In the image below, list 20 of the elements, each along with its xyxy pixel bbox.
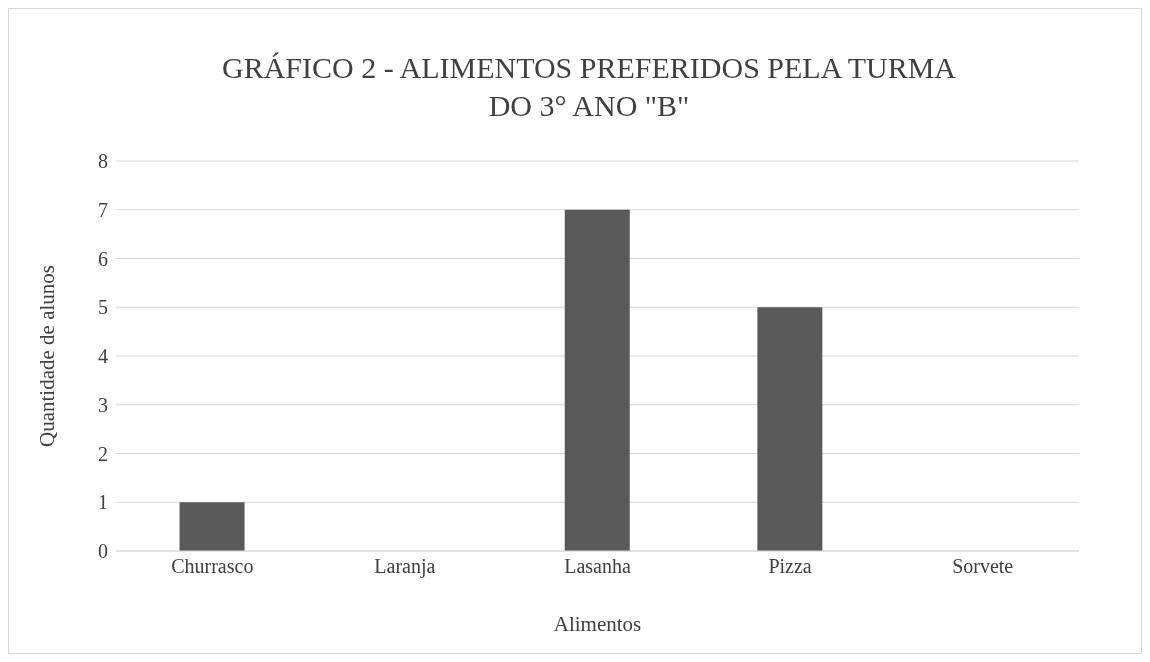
y-tick-label: 2 — [98, 442, 108, 465]
x-tick-label: Laranja — [374, 555, 436, 579]
bar — [179, 502, 245, 551]
y-tick-label: 6 — [98, 247, 108, 270]
x-tick-label: Lasanha — [564, 555, 631, 578]
bar — [564, 209, 630, 551]
y-tick-label: 0 — [98, 540, 108, 563]
x-tick-label: Sorvete — [952, 555, 1014, 578]
y-tick-label: 8 — [98, 150, 108, 173]
x-tick-label: Pizza — [768, 555, 812, 578]
x-axis-title: Alimentos — [553, 612, 642, 636]
y-tick-label: 3 — [98, 393, 108, 416]
y-tick-label: 1 — [98, 491, 108, 514]
y-tick-label: 5 — [98, 296, 108, 319]
x-tick-label: Churrasco — [171, 555, 254, 578]
bar — [757, 307, 823, 551]
y-tick-label: 4 — [98, 345, 108, 368]
y-axis-title: Quantidade de alunos — [35, 265, 60, 447]
chart-title: GRÁFICO 2 - ALIMENTOS PREFERIDOS PELA TURMA DO 3° ANO "B" — [221, 50, 957, 124]
y-tick-label: 7 — [98, 198, 108, 221]
